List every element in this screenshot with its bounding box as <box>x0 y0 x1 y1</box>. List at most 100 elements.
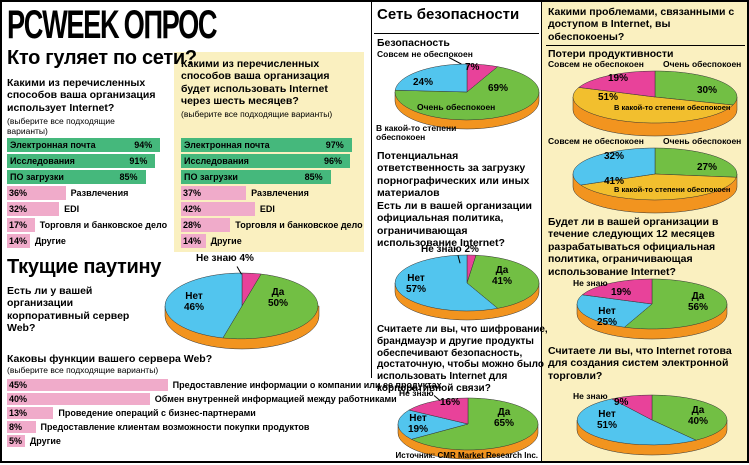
divider-left-middle <box>371 0 372 378</box>
pie-productivity-somewhat-label: В какой-то степени обеспокоен <box>614 103 731 112</box>
bar-chart-internet-use-now: 94% Электронная почта 91% Исследования 85% ПО… <box>7 138 170 250</box>
source-credit: Источник: CMR Market Research Inc. <box>395 451 538 460</box>
bar-row: 85% ПО загрузки <box>181 170 357 184</box>
bar-value: 28% <box>183 220 202 230</box>
pie-productivity-somewhat-pct: 51% <box>598 92 619 103</box>
pie-value: 4% <box>239 253 254 264</box>
pie-slice <box>581 278 653 305</box>
pie-liability-notatall-pct: 32% <box>604 151 625 162</box>
pie-value: 56% <box>688 301 709 313</box>
security-not-at-all-label: Совсем не обеспокоен <box>377 49 473 59</box>
masthead-brand: PCWEEK <box>7 3 120 47</box>
pie-encryption-dontknow-pct: 16% <box>440 397 461 408</box>
question-encryption: Считаете ли вы, что шифрование, брандмау… <box>377 324 548 394</box>
question-policy-now: Есть ли в вашей организации официальная … <box>377 200 533 250</box>
bar-row: 8% Предоставление клиентам возможности по… <box>7 421 364 433</box>
pie-label: Да <box>495 265 509 276</box>
hint-use-now: (выберите все подходящие варианты) <box>7 116 115 136</box>
pie-web-server-no-label: Нет 46% <box>184 291 204 313</box>
pie-policy12-dontknow-label: Не знаю <box>573 278 608 288</box>
bar-category: Другие <box>34 236 66 246</box>
bar-category: Проведение операций с бизнес-партнерами <box>58 408 256 418</box>
bar-row: 40% Обмен внутренней информацией между ра… <box>7 393 397 405</box>
bar-row: 14% Другие <box>181 234 357 248</box>
bar-value: 36% <box>9 188 28 198</box>
bar-category: EDI <box>259 204 275 214</box>
pie-svg <box>576 394 728 456</box>
pie-label: Да <box>271 287 285 298</box>
bar-row: 37% Развлечения <box>181 186 357 200</box>
pie-encryption-yes-label: Да 65% <box>494 407 515 429</box>
pie-commerce-dontknow-label: Не знаю <box>573 391 608 401</box>
bar-row: 5% Другие <box>7 435 364 447</box>
pie-web-server-yes-label: Да 50% <box>268 287 288 309</box>
productivity-very-label: Очень обеспокоен <box>663 59 742 69</box>
question-use-now: Какими из перечисленных способов ваша ор… <box>7 77 156 114</box>
pie-label: Да <box>691 291 705 302</box>
bar-fill <box>7 435 25 447</box>
bar-category: Исследования <box>10 156 75 166</box>
bar-fill <box>7 234 30 248</box>
masthead: PCWEEK ОПРОС <box>7 3 218 48</box>
pie-security-somewhat-label: В какой-то степени обеспокоен <box>376 123 457 143</box>
question-server-functions: Каковы функции вашего сервера Web? <box>7 353 213 365</box>
pie-web-server-dontknow-label: Не знаю 4% <box>196 253 254 265</box>
bar-fill <box>181 186 247 200</box>
pie-label: Нет <box>185 291 203 302</box>
pie-liability-concern <box>572 147 738 219</box>
bar-category: Обмен внутренней информацией между работ… <box>154 394 397 404</box>
pie-value: 57% <box>406 283 427 295</box>
pie-policy-now <box>394 254 540 326</box>
pie-commerce-dontknow-pct: 9% <box>614 397 629 408</box>
section-title-who-surfs: Кто гуляет по сети? <box>7 47 197 69</box>
bar-value: 96% <box>323 156 342 166</box>
pie-productivity-notatall-pct: 19% <box>608 73 629 84</box>
bar-row: 97% Электронная почта <box>181 138 357 152</box>
pie-svg <box>572 147 738 214</box>
pie-value: 65% <box>494 417 515 429</box>
pie-label: Да <box>691 405 705 416</box>
pie-liability-somewhat-label: В какой-то степени обеспокоен <box>614 185 731 194</box>
bar-row: 85% ПО загрузки <box>7 170 170 184</box>
bar-category: Развлечения <box>70 188 129 198</box>
pie-slice <box>580 173 737 201</box>
bar-value: 5% <box>9 436 23 446</box>
pie-policy12-dontknow-pct: 19% <box>611 287 632 298</box>
pie-slice <box>222 273 319 340</box>
bar-value: 85% <box>119 172 138 182</box>
bar-row: 13% Проведение операций с бизнес-партнера… <box>7 407 364 419</box>
pie-svg <box>394 63 540 130</box>
bar-fill <box>181 218 231 232</box>
pie-label: Нет <box>598 409 616 420</box>
question-web-server: Есть ли у вашей организации корпоративны… <box>7 285 130 335</box>
pie-slice <box>394 254 499 312</box>
bar-fill <box>181 154 350 168</box>
pie-value: 41% <box>492 275 513 287</box>
bar-value: 91% <box>129 156 148 166</box>
pie-slice <box>623 278 728 330</box>
pie-policy-yes-label: Да 41% <box>492 265 513 287</box>
pie-svg <box>572 70 738 137</box>
pie-label: Нет <box>598 306 616 317</box>
bar-value: 97% <box>325 140 344 150</box>
bar-category: Торговля и банковское дело <box>235 220 363 230</box>
bar-category: Электронная почта <box>184 140 270 150</box>
bar-fill <box>7 154 156 168</box>
bar-category: Исследования <box>184 156 249 166</box>
bar-value: 94% <box>134 140 153 150</box>
pie-slice <box>578 70 656 98</box>
bar-chart-web-server-functions: 45% Предоставление информации о компании … <box>7 379 442 449</box>
bar-row: 42% EDI <box>181 202 357 216</box>
bar-value: 42% <box>183 204 202 214</box>
pie-svg <box>394 254 540 321</box>
pie-slice <box>654 70 738 106</box>
bar-fill <box>181 170 331 184</box>
bar-fill <box>7 379 168 391</box>
bar-category: Предоставление клиентам возможности поку… <box>40 422 310 432</box>
bar-row: 14% Другие <box>7 234 170 248</box>
bar-fill <box>7 218 35 232</box>
pie-security-concern <box>394 63 540 135</box>
section-title-safety-net: Сеть безопасности <box>377 6 520 23</box>
pie-slice <box>572 147 656 186</box>
bar-fill <box>181 202 255 216</box>
